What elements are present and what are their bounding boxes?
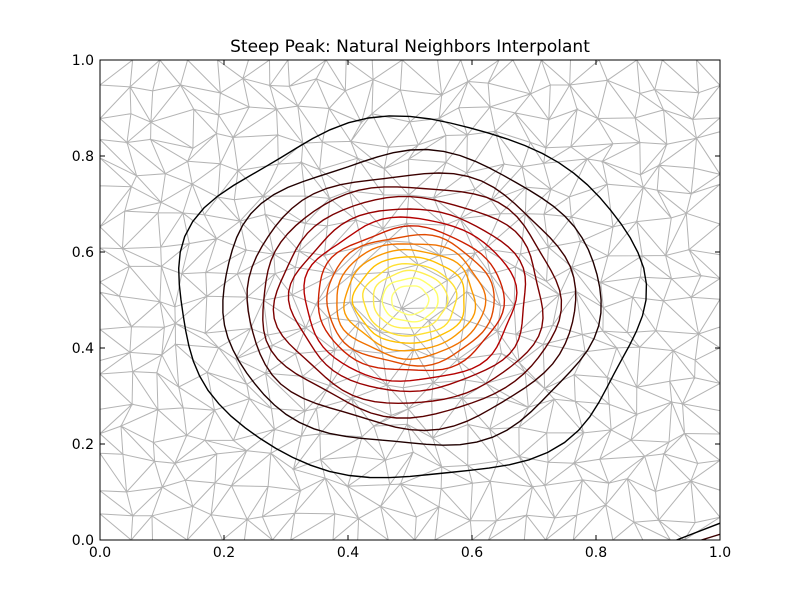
contour-line — [351, 256, 465, 344]
contour-line — [246, 172, 577, 432]
contour-line — [676, 522, 720, 540]
contour-line — [336, 243, 487, 361]
contour-line — [326, 233, 495, 367]
x-tick-label: 0.4 — [337, 545, 359, 561]
x-tick-label: 0.2 — [213, 545, 235, 561]
plot-frame — [99, 59, 721, 541]
contour-line — [222, 148, 602, 446]
contour-line — [287, 208, 527, 393]
y-tick-label: 0.8 — [72, 149, 94, 165]
contour-line — [177, 115, 648, 479]
y-tick-label: 1.0 — [72, 53, 94, 69]
y-tick-label: 0.0 — [72, 533, 94, 549]
contour-line — [303, 216, 518, 382]
y-tick-label: 0.6 — [72, 245, 94, 261]
x-tick-label: 1.0 — [709, 545, 731, 561]
contour-line — [381, 277, 439, 323]
triangulation-mesh — [100, 60, 720, 540]
x-tick-label: 0.8 — [585, 545, 607, 561]
contour-lines — [177, 115, 720, 540]
contour-line — [343, 248, 477, 352]
contour-line — [391, 285, 430, 316]
contour-line — [317, 225, 506, 372]
contour-line — [362, 262, 458, 337]
contour-line — [701, 533, 720, 540]
x-tick-label: 0.6 — [461, 545, 483, 561]
contour-line — [372, 269, 449, 329]
x-axis-ticks: 0.0 0.2 0.4 0.6 0.8 1.0 — [89, 60, 731, 561]
y-axis-ticks: 0.0 0.2 0.4 0.6 0.8 1.0 — [72, 53, 720, 549]
x-tick-label: 0.0 — [89, 545, 111, 561]
mesh-triangles — [100, 60, 720, 540]
contour-line — [272, 195, 544, 405]
y-tick-label: 0.4 — [72, 341, 94, 357]
chart-title: Steep Peak: Natural Neighbors Interpolan… — [230, 37, 590, 57]
contour-line — [262, 186, 563, 419]
y-tick-label: 0.2 — [72, 437, 94, 453]
